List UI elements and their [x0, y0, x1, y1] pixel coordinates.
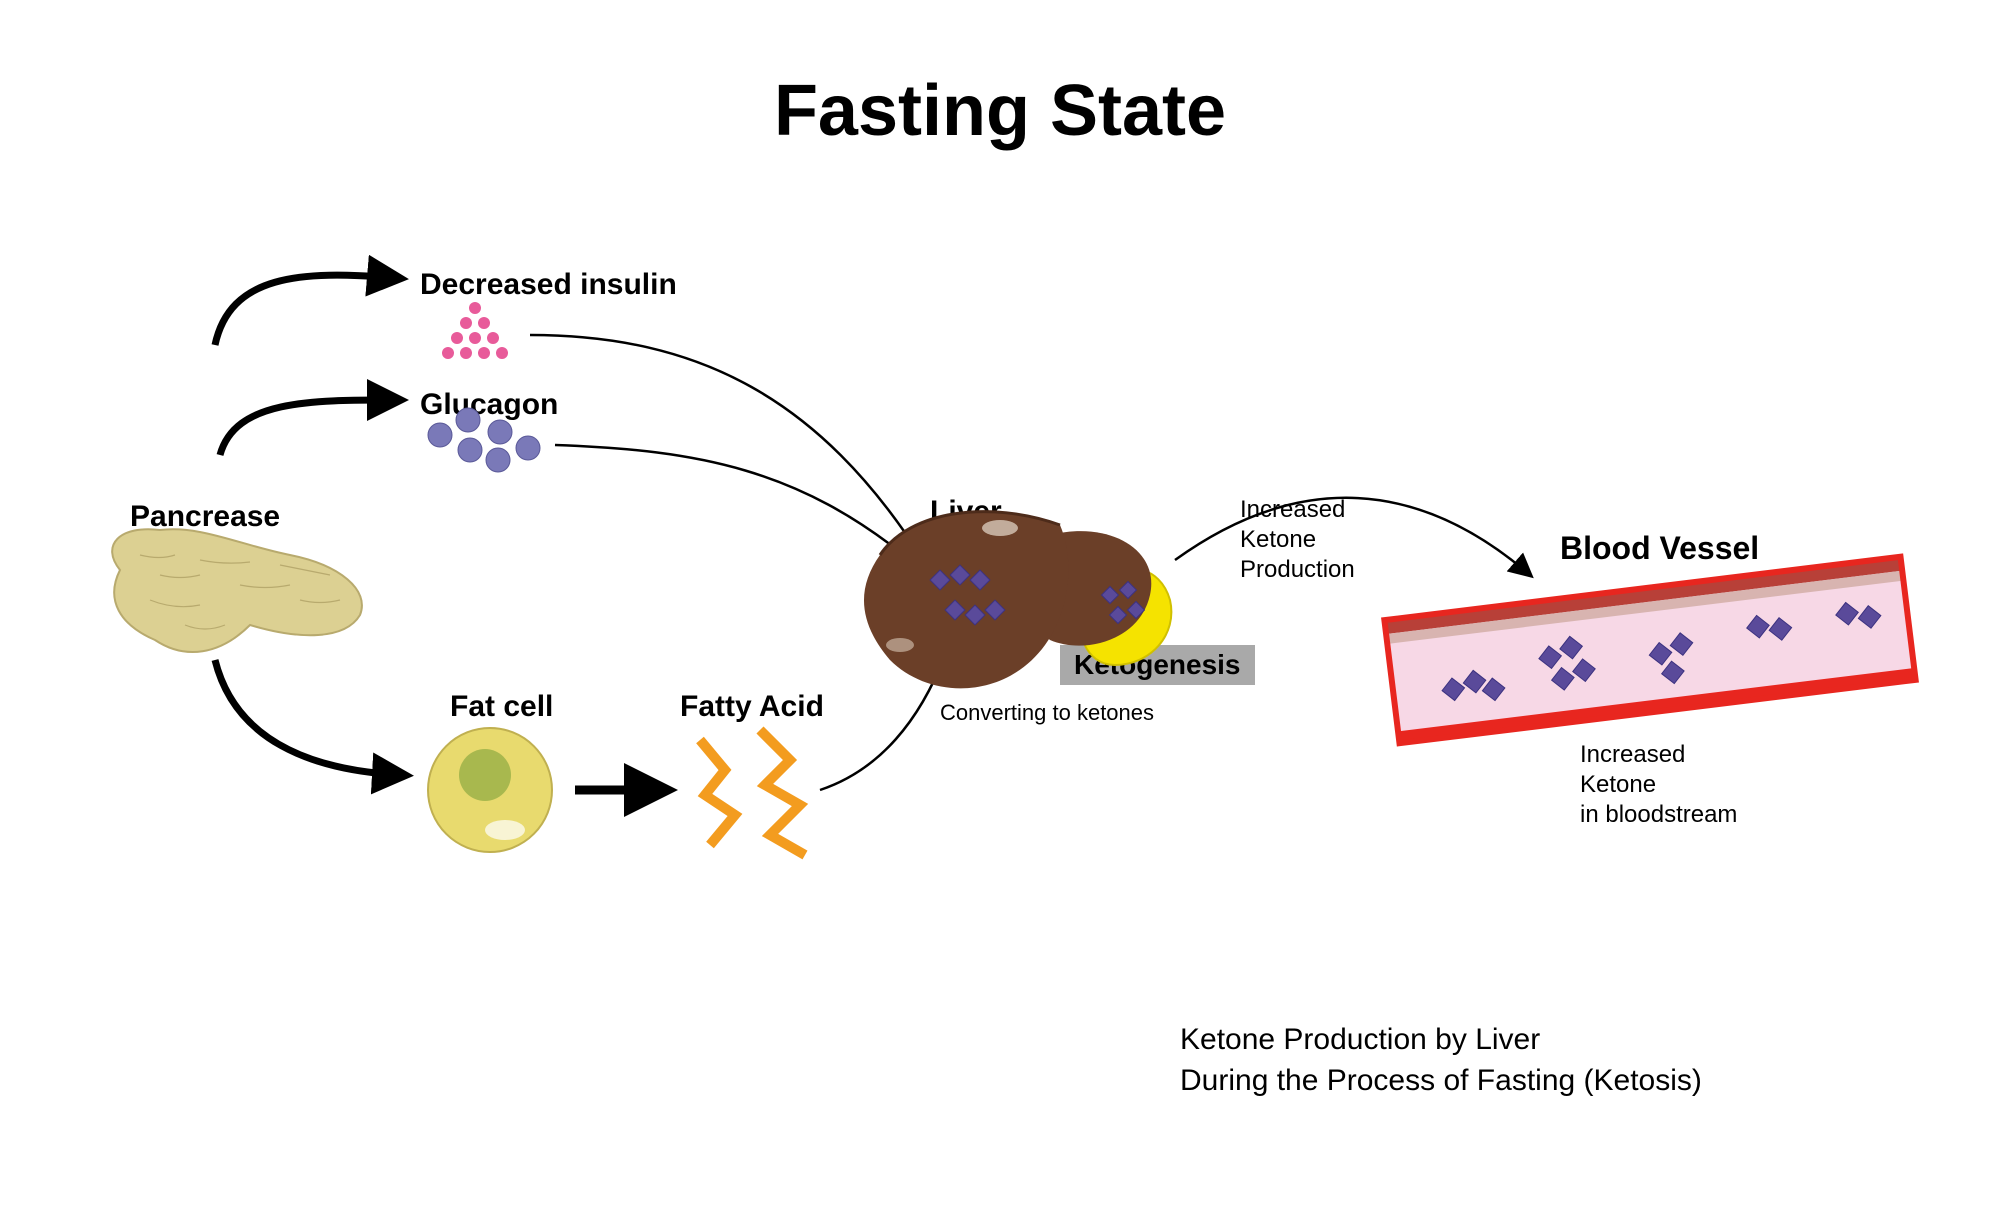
pancreas-icon [112, 529, 362, 652]
diagram-stage [0, 0, 2000, 1213]
blood-vessel-icon [1384, 557, 1915, 743]
arrow-liver-vessel [1175, 498, 1530, 575]
hormone-to-liver-arrows [530, 335, 920, 560]
pancreas-arrows [215, 275, 400, 775]
fat-cell-icon [428, 728, 552, 852]
insulin-icon [442, 302, 508, 359]
fatty-acid-icon [700, 730, 805, 855]
glucagon-icon [428, 408, 540, 472]
liver-icon [864, 512, 1171, 689]
